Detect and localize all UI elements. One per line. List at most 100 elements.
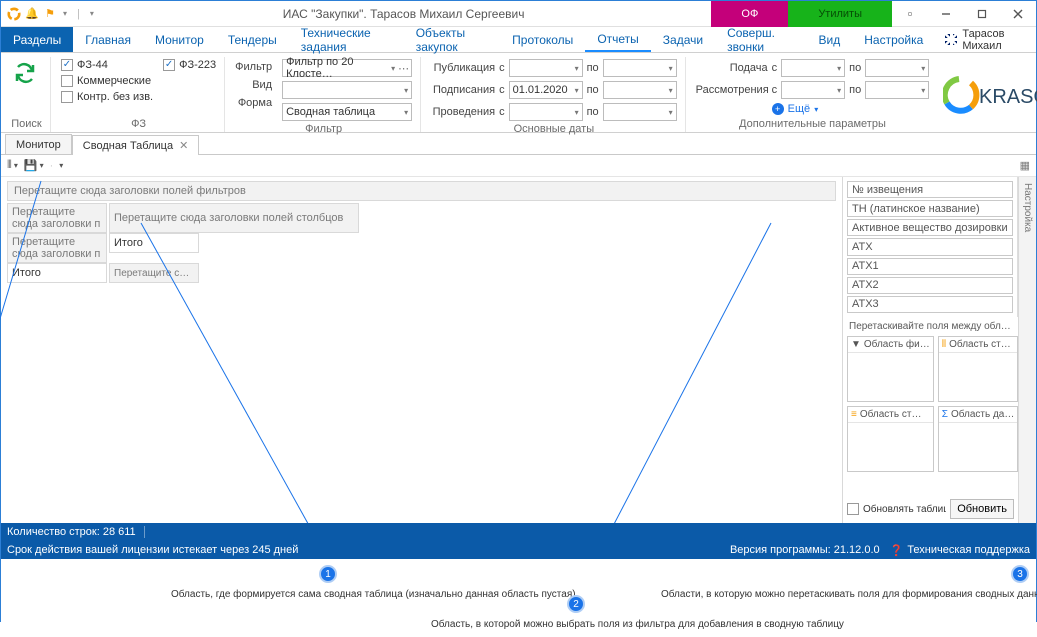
ribbon-tab-calls[interactable]: Соверш. звонки [715, 27, 806, 52]
minimize-button[interactable] [928, 1, 964, 27]
lbl-s3: с [499, 106, 505, 118]
lbl-s4: с [772, 62, 778, 74]
chk-commercial[interactable]: Коммерческие [61, 75, 153, 87]
date-conduct-to[interactable]: ▾ [603, 103, 677, 121]
combo-forma-value: Сводная таблица [286, 106, 375, 118]
combo-filter-value: Фильтр по 20 Клосте… [286, 56, 391, 80]
group-label-params: Дополнительные параметры [696, 116, 930, 130]
defer-checkbox[interactable] [847, 503, 859, 515]
doc-tab-monitor[interactable]: Монитор [5, 134, 72, 154]
date-sign-to[interactable]: ▾ [603, 81, 677, 99]
data-drop-area[interactable]: Перетащите с… [109, 263, 199, 283]
annotation-text-1: Область, где формируется сама сводная та… [171, 589, 576, 600]
badge-utils[interactable]: Утилиты [788, 1, 892, 27]
date-conduct-from[interactable]: ▾ [509, 103, 583, 121]
lbl-po5: по [849, 84, 861, 96]
area-columns[interactable]: ⦀Область ст… [938, 336, 1019, 402]
user-name: Тарасов Михаил [962, 28, 1026, 52]
ribbon-tab-monitor[interactable]: Монитор [143, 27, 216, 52]
toolbar-save[interactable]: 💾 ▾ [24, 159, 44, 172]
chk-fz223[interactable]: ФЗ-223 [163, 59, 216, 71]
field-item[interactable]: № извещения [847, 181, 1013, 198]
ribbon-tab-tz[interactable]: Технические задания [289, 27, 404, 52]
field-item[interactable]: ТН (латинское название) [847, 200, 1013, 217]
area-data[interactable]: ΣОбласть да… [938, 406, 1019, 472]
chk-fz44[interactable]: ФЗ-44 [61, 59, 153, 71]
date-sign-from[interactable]: 01.01.2020▾ [509, 81, 583, 99]
area-rows[interactable]: ≡Область ст… [847, 406, 934, 472]
combo-filter[interactable]: Фильтр по 20 Клосте…▾⋯ [282, 59, 412, 77]
refresh-button[interactable] [11, 57, 39, 116]
columns-icon: ⦀ [942, 339, 946, 350]
close-button[interactable] [1000, 1, 1036, 27]
field-item[interactable]: АТХ3 [847, 296, 1013, 313]
funnel-icon: ▼ [851, 339, 861, 350]
user-display[interactable]: Тарасов Михаил [935, 27, 1036, 52]
sigma-icon: Σ [942, 409, 948, 420]
ribbon-tab-view[interactable]: Вид [807, 27, 853, 52]
combo-vid[interactable]: ▾ [282, 81, 412, 99]
row-hdr-drop-1[interactable]: Перетащите сюда заголовки п [7, 203, 107, 233]
ribbon-tab-objects[interactable]: Объекты закупок [404, 27, 500, 52]
close-tab-icon[interactable]: ✕ [179, 139, 188, 152]
ribbon-min-icon[interactable]: ▫ [892, 1, 928, 27]
count-label: Количество строк: [7, 526, 100, 538]
update-button[interactable]: Обновить [950, 499, 1014, 519]
date-pub-to[interactable]: ▾ [603, 59, 677, 77]
field-item[interactable]: Активное вещество дозировки [847, 219, 1013, 236]
support-link[interactable]: ❓Техническая поддержка [890, 544, 1030, 557]
field-item[interactable]: АТХ [847, 238, 1013, 255]
chk-contract-label: Контр. без изв. [77, 91, 153, 103]
ribbon-tabs: Разделы Главная Монитор Тендеры Техничес… [1, 27, 1036, 53]
date-podacha-from[interactable]: ▾ [781, 59, 845, 77]
date-podacha-to[interactable]: ▾ [865, 59, 929, 77]
qa-customize[interactable]: ▾ [88, 9, 96, 18]
lbl-s1: с [499, 62, 505, 74]
area-filter[interactable]: ▼Область фи… [847, 336, 934, 402]
combo-forma[interactable]: Сводная таблица▾ [282, 103, 412, 121]
date-pub-from[interactable]: ▾ [509, 59, 583, 77]
defer-label: Обновлять таблицу по [863, 504, 946, 515]
fields-list[interactable]: № извещения ТН (латинское название) Акти… [843, 177, 1017, 317]
group-label-dates: Основные даты [431, 121, 677, 135]
annotation-marker-1: 1 [319, 565, 337, 583]
date-rassm-from[interactable]: ▾ [781, 81, 845, 99]
mini-toolbar: ⦀ ▾ 💾 ▾ · ▾ ▦ [1, 155, 1036, 177]
doc-tab-pivot[interactable]: Сводная Таблица✕ [72, 135, 200, 155]
area-columns-label: Область ст… [949, 339, 1011, 350]
ribbon-tab-protocols[interactable]: Протоколы [500, 27, 585, 52]
toolbar-expand[interactable]: ⦀ ▾ [7, 159, 18, 172]
lbl-forma: Форма [238, 97, 272, 109]
status-bar-count: Количество строк: 28 611 [1, 523, 1036, 541]
pivot-grid[interactable]: Перетащите сюда заголовки полей фильтров… [1, 177, 842, 523]
more-params-button[interactable]: +Ещё▾ [772, 103, 819, 115]
window-title: ИАС "Закупки". Тарасов Михаил Сергеевич [283, 7, 525, 21]
qa-dropdown[interactable]: ▾ [61, 9, 69, 18]
flag-icon[interactable]: ⚑ [43, 7, 57, 21]
chk-contract[interactable]: Контр. без изв. [61, 91, 153, 103]
chk-fz223-label: ФЗ-223 [179, 59, 216, 71]
bell-icon[interactable]: 🔔 [25, 7, 39, 21]
date-rassm-to[interactable]: ▾ [865, 81, 929, 99]
filter-drop-area[interactable]: Перетащите сюда заголовки полей фильтров [7, 181, 836, 201]
fields-vtab[interactable]: Настройка [1018, 177, 1036, 523]
row-hdr-drop-2[interactable]: Перетащите сюда заголовки п [7, 233, 107, 263]
maximize-button[interactable] [964, 1, 1000, 27]
ribbon-tab-reports[interactable]: Отчеты [585, 27, 650, 52]
col-drop-area[interactable]: Перетащите сюда заголовки полей столбцов [109, 203, 359, 233]
ribbon-tab-tasks[interactable]: Задачи [651, 27, 715, 52]
ribbon-tab-settings[interactable]: Настройка [852, 27, 935, 52]
ribbon-tab-sections[interactable]: Разделы [1, 27, 73, 52]
field-item[interactable]: АТХ1 [847, 258, 1013, 275]
ribbon-body: Поиск ФЗ-44 Коммерческие Контр. без изв.… [1, 53, 1036, 133]
badge-of[interactable]: ОФ [711, 1, 788, 27]
annotation-text-3: Области, в которую можно перетаскивать п… [661, 589, 1037, 600]
grid-toggle-icon[interactable]: ▦ [1020, 159, 1030, 172]
app-icon [7, 7, 21, 21]
annotation-text-2: Область, в которой можно выбрать поля из… [431, 619, 844, 630]
field-item[interactable]: АТХ2 [847, 277, 1013, 294]
ribbon-tab-main[interactable]: Главная [73, 27, 143, 52]
vendor-logo: KRASOFT [943, 57, 1037, 132]
toolbar-more[interactable]: ▾ [59, 161, 63, 170]
ribbon-tab-tenders[interactable]: Тендеры [216, 27, 289, 52]
